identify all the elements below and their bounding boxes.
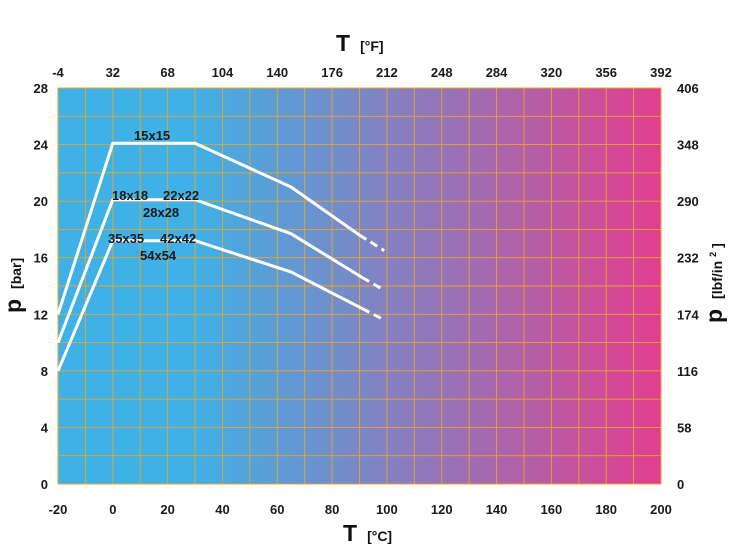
x-tick-label-celsius: 200 bbox=[650, 502, 672, 517]
x-tick-label-celsius: 160 bbox=[541, 502, 563, 517]
x-axis-celsius-ticks: -20 0 20 40 60 80 100 120 140 160 180 200 bbox=[49, 502, 672, 517]
series-label-54x54: 54x54 bbox=[140, 248, 177, 263]
x-tick-label-celsius: 120 bbox=[431, 502, 453, 517]
y-tick-label-psi: 290 bbox=[677, 194, 699, 209]
bottom-axis-title: T [°C] bbox=[343, 520, 392, 546]
top-axis-unit: [°F] bbox=[360, 38, 383, 54]
x-tick-label-fahrenheit: 320 bbox=[541, 65, 563, 80]
y-tick-label-bar: 20 bbox=[34, 194, 48, 209]
y-tick-label-bar: 28 bbox=[34, 81, 48, 96]
x-tick-label-celsius: 0 bbox=[109, 502, 116, 517]
series-line-3 bbox=[56, 239, 363, 372]
x-tick-label-fahrenheit: 212 bbox=[376, 65, 398, 80]
grid bbox=[58, 88, 661, 484]
series-line-3-extension bbox=[361, 307, 385, 322]
x-tick-label-fahrenheit: 284 bbox=[486, 65, 508, 80]
right-axis-unit: [lbf/in bbox=[709, 261, 725, 299]
y-tick-label-bar: 24 bbox=[34, 138, 49, 153]
x-tick-label-celsius: 40 bbox=[215, 502, 229, 517]
series-label-15x15: 15x15 bbox=[134, 128, 170, 143]
series-label-28x28: 28x28 bbox=[143, 205, 179, 220]
x-tick-label-fahrenheit: 356 bbox=[595, 65, 617, 80]
x-tick-label-fahrenheit: 140 bbox=[266, 65, 288, 80]
x-tick-label-celsius: 80 bbox=[325, 502, 339, 517]
left-axis-symbol: p bbox=[0, 299, 26, 313]
series-label-35x35: 35x35 bbox=[108, 231, 144, 246]
x-tick-label-celsius: 60 bbox=[270, 502, 284, 517]
x-tick-label-fahrenheit: 32 bbox=[106, 65, 120, 80]
y-tick-label-psi: 58 bbox=[677, 420, 691, 435]
x-tick-label-fahrenheit: 68 bbox=[160, 65, 174, 80]
series bbox=[56, 141, 385, 372]
x-tick-label-celsius: 180 bbox=[595, 502, 617, 517]
x-tick-label-fahrenheit: 104 bbox=[212, 65, 234, 80]
right-axis-unit-close: ] bbox=[709, 243, 725, 248]
y-tick-label-bar: 8 bbox=[41, 364, 48, 379]
series-line-2 bbox=[56, 198, 363, 344]
x-tick-label-celsius: 140 bbox=[486, 502, 508, 517]
series-label-18x18: 18x18 bbox=[112, 188, 148, 203]
left-axis-title: p [bar] bbox=[0, 258, 26, 313]
x-tick-label-celsius: 100 bbox=[376, 502, 398, 517]
y-tick-label-psi: 232 bbox=[677, 251, 699, 266]
bottom-axis-unit: [°C] bbox=[367, 528, 392, 544]
series-line-2-extension bbox=[361, 276, 385, 292]
y-tick-label-psi: 174 bbox=[677, 307, 699, 322]
y-tick-label-psi: 0 bbox=[677, 477, 684, 492]
x-tick-label-fahrenheit: 392 bbox=[650, 65, 672, 80]
y-tick-label-bar: 4 bbox=[41, 420, 49, 435]
right-axis-title: p [lbf/in 2 ] bbox=[701, 243, 727, 323]
x-tick-label-fahrenheit: 248 bbox=[431, 65, 453, 80]
top-axis-title: T [°F] bbox=[336, 30, 384, 56]
y-tick-label-bar: 12 bbox=[34, 307, 48, 322]
series-line-1-extension bbox=[358, 233, 385, 252]
y-tick-label-psi: 406 bbox=[677, 81, 699, 96]
top-axis-symbol: T bbox=[336, 30, 350, 56]
y-tick-label-psi: 348 bbox=[677, 138, 699, 153]
x-tick-label-celsius: 20 bbox=[160, 502, 174, 517]
series-label-42x42: 42x42 bbox=[160, 231, 196, 246]
right-axis-unit-superscript: 2 bbox=[708, 252, 718, 257]
left-axis-unit: [bar] bbox=[8, 258, 24, 289]
y-tick-label-bar: 16 bbox=[34, 251, 48, 266]
x-tick-label-celsius: -20 bbox=[49, 502, 68, 517]
series-label-22x22: 22x22 bbox=[163, 188, 199, 203]
x-tick-label-fahrenheit: 176 bbox=[321, 65, 343, 80]
right-axis-symbol: p bbox=[701, 309, 727, 323]
y-axis-bar-ticks: 0 4 8 12 16 20 24 28 bbox=[34, 81, 49, 492]
y-tick-label-psi: 116 bbox=[677, 364, 698, 379]
x-tick-label-fahrenheit: -4 bbox=[52, 65, 64, 80]
y-tick-label-bar: 0 bbox=[41, 477, 48, 492]
plot-frame bbox=[57, 87, 662, 485]
y-axis-psi-ticks: 0 58 116 174 232 290 348 406 bbox=[677, 81, 699, 492]
bottom-axis-symbol: T bbox=[343, 520, 357, 546]
series-line-1 bbox=[56, 141, 361, 315]
x-axis-fahrenheit-ticks: -4 32 68 104 140 176 212 248 284 320 356 392 bbox=[52, 65, 672, 80]
